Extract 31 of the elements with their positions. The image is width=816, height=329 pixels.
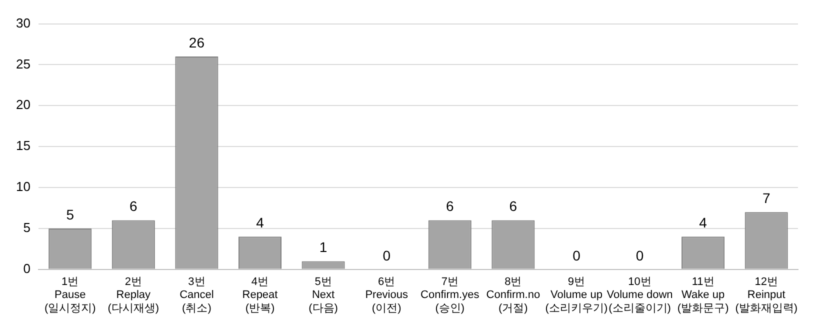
data-label: 0 <box>572 247 581 264</box>
data-label: 0 <box>636 247 644 264</box>
x-tick-label: 1번 Pause (일시정지) <box>44 276 96 314</box>
data-label: 7 <box>762 190 770 206</box>
y-tick-label: 25 <box>16 56 30 72</box>
x-tick-label: 9번 Volume up (소리키우기) <box>545 276 608 314</box>
y-tick-label: 20 <box>16 97 30 112</box>
x-tick-label: 11번 Wake up (발화문구) <box>677 276 729 314</box>
x-tick-label: 2번 Replay (다시재생) <box>108 276 160 314</box>
data-label: 4 <box>699 214 708 231</box>
data-label: 6 <box>130 198 138 214</box>
y-tick-label: 5 <box>23 220 30 236</box>
x-tick-label: 12번 Reinput (발화재입력) <box>735 276 798 314</box>
data-label: 5 <box>66 206 74 222</box>
data-label: 4 <box>256 214 264 231</box>
y-tick-label: 10 <box>16 179 30 194</box>
data-label: 1 <box>319 239 328 256</box>
y-tick-label: 15 <box>16 138 30 154</box>
y-tick-label: 0 <box>23 260 30 276</box>
x-tick-label: 3번 Cancel (취소) <box>180 276 214 314</box>
data-label: 6 <box>509 198 518 214</box>
data-label: 26 <box>188 34 205 50</box>
x-tick-label: 10번 Volume down (소리줄이기) <box>606 276 673 314</box>
x-tick-label: 6번 Previous (이전) <box>365 276 408 314</box>
y-tick-label: 30 <box>16 15 30 30</box>
data-label: 0 <box>382 247 391 264</box>
x-tick-label: 7번 Confirm.yes (승인) <box>420 276 480 314</box>
x-tick-label: 8번 Confirm.no (거절) <box>486 276 540 314</box>
x-tick-label: 4번 Repeat (반복) <box>242 276 278 314</box>
x-tick-label: 5번 Next (다음) <box>308 276 338 314</box>
data-label: 6 <box>446 198 454 214</box>
